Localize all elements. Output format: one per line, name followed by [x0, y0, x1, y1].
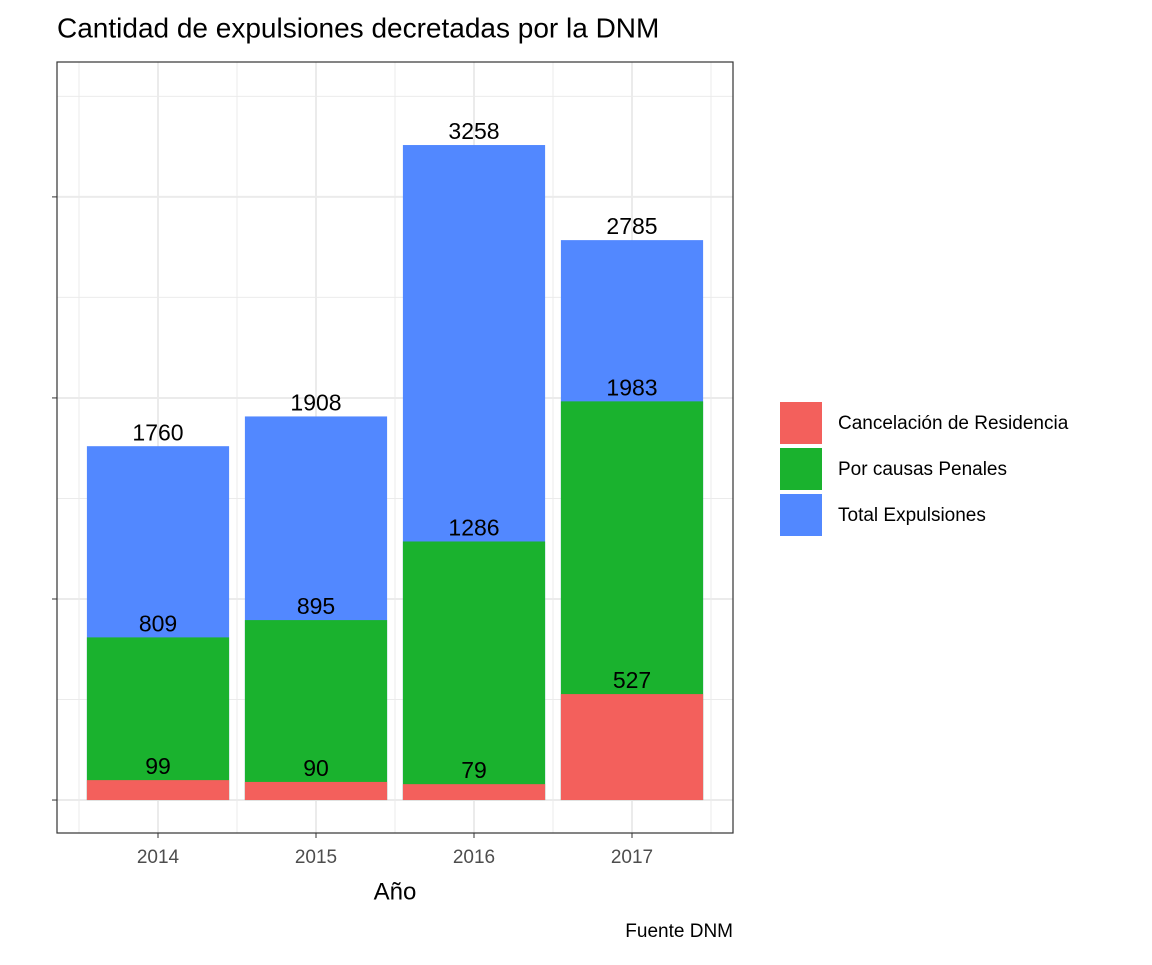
legend-label: Cancelación de Residencia — [838, 413, 1069, 434]
legend-key — [780, 448, 822, 490]
legend-key — [780, 402, 822, 444]
value-label: 895 — [297, 593, 335, 619]
value-label: 809 — [139, 610, 177, 636]
value-label: 527 — [613, 667, 651, 693]
bar — [86, 780, 230, 801]
legend-label: Total Expulsiones — [838, 505, 986, 526]
bar — [244, 781, 388, 801]
x-tick-label: 2016 — [453, 847, 495, 868]
value-label: 1983 — [606, 374, 657, 400]
legend-label: Por causas Penales — [838, 459, 1007, 480]
x-axis-title: Año — [374, 878, 417, 905]
value-label: 79 — [461, 757, 487, 783]
bar — [560, 694, 704, 801]
bar — [402, 784, 546, 801]
x-tick-label: 2014 — [137, 847, 180, 868]
value-label: 2785 — [606, 213, 657, 239]
value-label: 1760 — [132, 419, 183, 445]
bar — [402, 541, 546, 801]
value-label: 1286 — [448, 515, 499, 541]
chart-title: Cantidad de expulsiones decretadas por l… — [57, 12, 659, 43]
legend-key — [780, 494, 822, 536]
value-label: 90 — [303, 755, 329, 781]
bar — [86, 637, 230, 801]
value-label: 3258 — [448, 118, 499, 144]
panel-border — [56, 61, 734, 834]
x-tick-label: 2015 — [295, 847, 337, 868]
value-label: 1908 — [290, 390, 341, 416]
bar — [244, 620, 388, 801]
caption: Fuente DNM — [625, 921, 733, 942]
x-tick-label: 2017 — [611, 847, 653, 868]
value-label: 99 — [145, 753, 171, 779]
